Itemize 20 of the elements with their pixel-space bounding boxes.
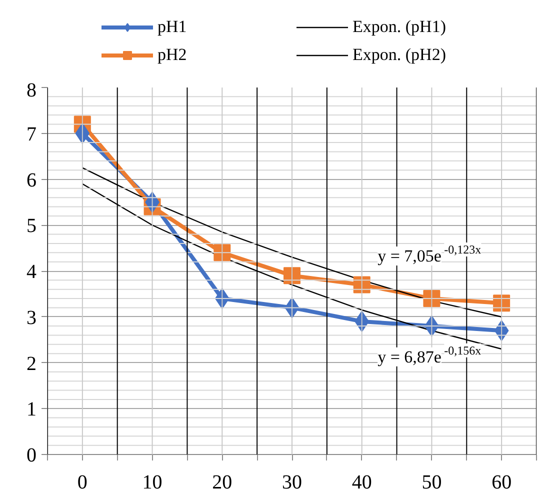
y-tick-label: 0: [26, 444, 36, 466]
x-tick-label: 60: [492, 472, 512, 494]
y-tick-label: 8: [26, 80, 36, 102]
y-tick-label: 6: [26, 169, 36, 192]
y-tick-label: 3: [26, 306, 36, 329]
y-tick-label: 2: [26, 352, 36, 375]
y-tick-label: 7: [26, 123, 36, 146]
y-tick-label: 1: [26, 398, 36, 421]
legend-label: Expon. (pH2): [352, 45, 447, 65]
x-tick-label: 40: [352, 472, 372, 494]
x-tick-label: 30: [282, 472, 302, 494]
x-tick-label: 10: [142, 472, 162, 494]
legend-label: pH2: [158, 45, 188, 65]
x-tick-label: 50: [422, 472, 442, 494]
legend-label: pH1: [158, 17, 188, 37]
x-tick-label: 0: [77, 472, 88, 494]
x-tick-label: 20: [212, 472, 232, 494]
y-tick-label: 4: [26, 261, 36, 283]
y-tick-label: 5: [26, 215, 36, 238]
legend-label: Expon. (pH1): [352, 17, 447, 37]
